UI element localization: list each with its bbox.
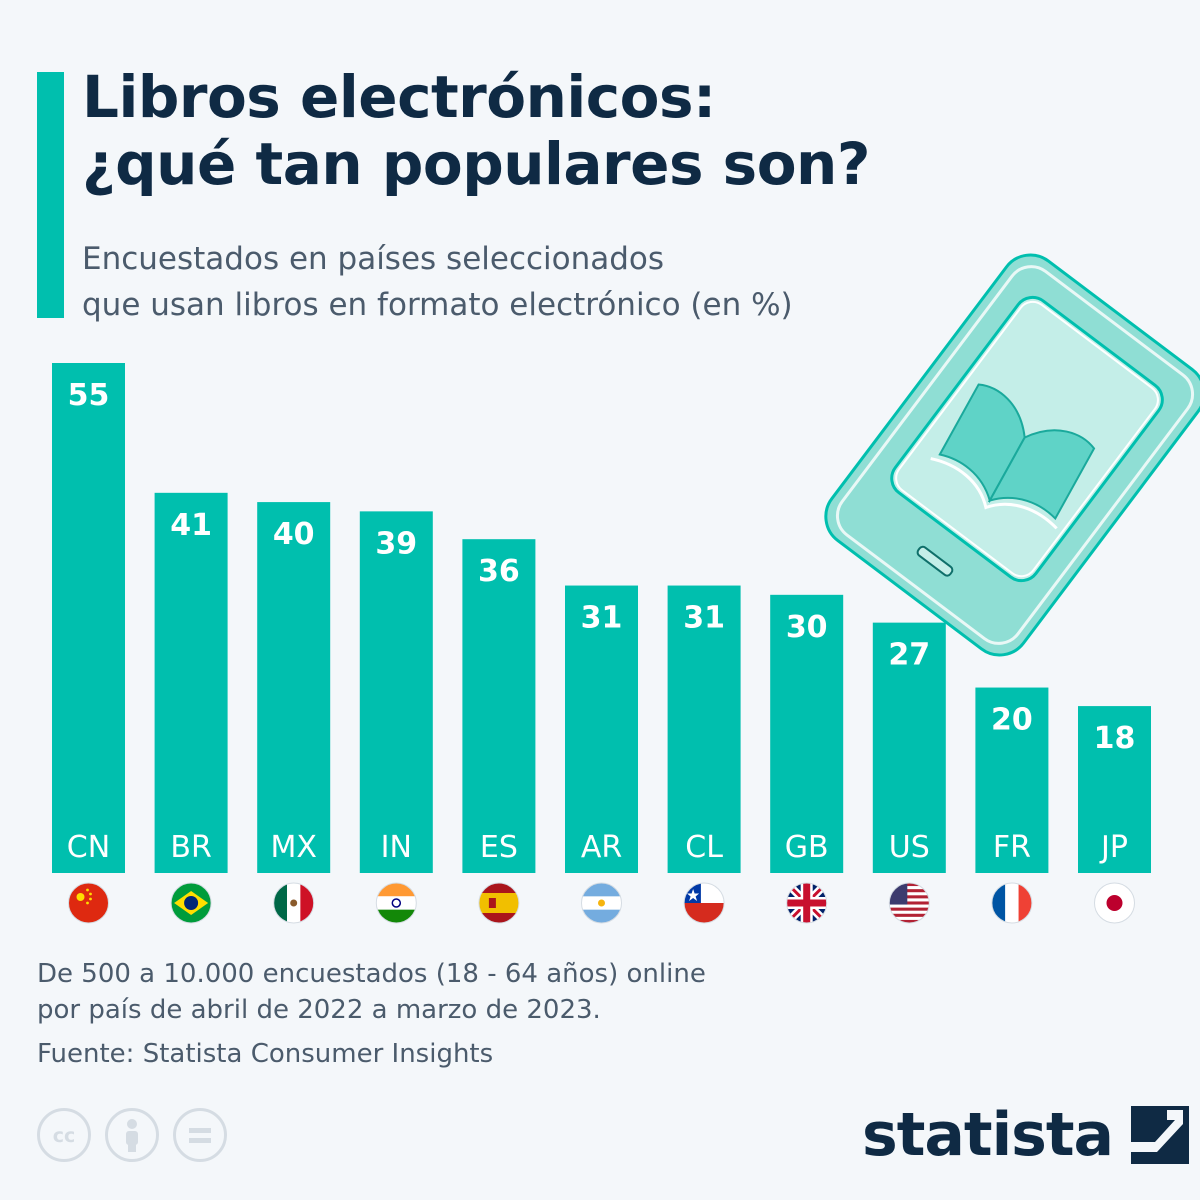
title-line-1: Libros electrónicos: [82,63,716,131]
bar-mx [257,502,331,873]
category-label: JP [1099,830,1128,865]
title-line-2: ¿qué tan populares son? [82,130,870,198]
data-label: 39 [375,526,417,561]
flag-cl-icon [683,882,725,924]
ebook-device-rim [835,265,1195,645]
subtitle-line-1: Encuestados en países seleccionados [82,241,665,277]
category-label: BR [170,830,211,865]
bar-es [462,539,536,873]
source-note: Fuente: Statista Consumer Insights [37,1039,494,1069]
bar-gb [770,594,844,873]
bar-cl [667,585,741,873]
flag-ar-icon [581,882,622,924]
bar-fr [975,687,1049,873]
data-label: 55 [68,378,110,413]
data-label: 36 [478,554,520,589]
category-label: ES [480,830,518,865]
flag-es-icon [478,882,520,924]
subtitle-line-2: que usan libros en formato electrónico (… [82,287,793,323]
svg-text:cc: cc [53,1125,76,1147]
data-label: 31 [581,601,623,636]
flag-jp-icon [1094,882,1135,924]
flag-fr-icon [991,882,1033,924]
data-label: 30 [786,610,828,645]
data-label: 41 [170,508,212,543]
bars-layer: 55 CN 41 BR 40 MX 39 IN 36 ES 31 AR 31 CL 30 GB 27 US 20 FR… [52,363,1151,924]
flag-in-icon [375,882,417,924]
category-label: GB [785,830,829,865]
statista-logo-icon [1131,1106,1190,1164]
statista-brand[interactable]: statista [862,1100,1190,1170]
category-label: CN [67,830,110,865]
flag-cn-icon [68,882,109,924]
category-label: FR [993,830,1031,865]
attribution-icon[interactable] [105,1108,159,1162]
methodology-note: De 500 a 10.000 encuestados (18 - 64 año… [37,956,706,1028]
bar-br [154,492,228,873]
note-line-1: De 500 a 10.000 encuestados (18 - 64 año… [37,959,706,989]
data-label: 18 [1094,721,1136,756]
title-accent-bar [37,72,64,318]
data-label: 31 [683,601,725,636]
ebook-reader-illustration [824,253,1200,657]
license-icons: cc [37,1108,227,1162]
book-icon [930,383,1096,530]
category-label: IN [381,830,412,865]
flag-br-icon [170,882,212,924]
category-label: MX [270,830,316,865]
no-derivatives-icon[interactable] [173,1108,227,1162]
category-label: CL [685,830,723,865]
flag-us-icon [888,882,930,924]
bar-ar [565,585,638,873]
bar-cn [52,363,125,873]
bar-jp [1078,706,1151,873]
bar-us [872,622,946,873]
note-line-2: por país de abril de 2022 a marzo de 202… [37,995,601,1025]
data-label: 20 [991,703,1033,738]
cc-icon[interactable]: cc [37,1108,91,1162]
category-label: US [889,830,930,865]
ebook-screen-highlight [895,300,1159,578]
bar-in [359,511,433,873]
data-label: 40 [273,517,315,552]
category-label: AR [581,830,622,865]
flag-gb-icon [786,882,828,924]
page-subtitle: Encuestados en países seleccionados que … [82,236,793,328]
data-label: 27 [888,638,930,673]
flag-mx-icon [273,882,315,924]
brand-name: statista [862,1100,1114,1170]
ebook-home-button [916,545,954,577]
page-title: Libros electrónicos: ¿qué tan populares … [82,64,870,198]
